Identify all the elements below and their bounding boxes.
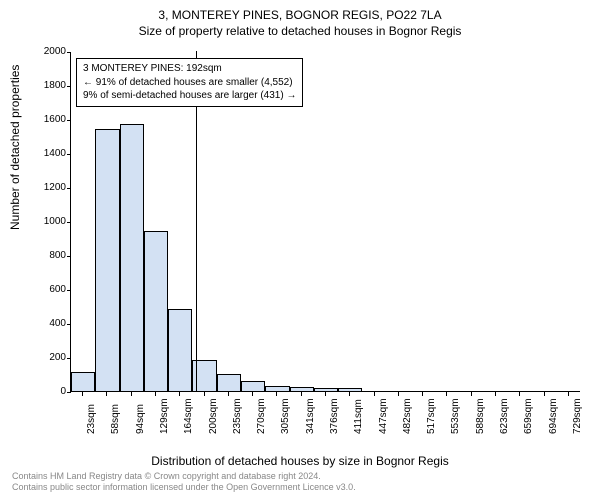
x-tick-label: 129sqm: [159, 398, 170, 434]
histogram-bar: [217, 374, 241, 391]
x-tick-label: 482sqm: [402, 398, 413, 434]
annotation-line: ← 91% of detached houses are smaller (4,…: [83, 76, 296, 90]
histogram-bar: [241, 381, 265, 391]
histogram-bar: [290, 387, 314, 391]
x-tick-mark: [276, 392, 277, 396]
x-tick-label: 517sqm: [426, 398, 437, 434]
histogram-bar: [120, 124, 144, 391]
x-tick-mark: [495, 392, 496, 396]
x-tick-mark: [82, 392, 83, 396]
x-tick-mark: [544, 392, 545, 396]
footer-line-1: Contains HM Land Registry data © Crown c…: [12, 471, 356, 483]
x-tick-mark: [204, 392, 205, 396]
y-axis-label: Number of detached properties: [8, 65, 22, 230]
x-tick-label: 341sqm: [305, 398, 316, 434]
x-tick-label: 270sqm: [256, 398, 267, 434]
x-tick-mark: [374, 392, 375, 396]
footer-attribution: Contains HM Land Registry data © Crown c…: [12, 471, 356, 494]
histogram-bar: [314, 388, 338, 391]
histogram-bar: [71, 372, 95, 391]
y-tick-mark: [67, 154, 71, 155]
y-tick-label: 1200: [26, 182, 66, 193]
x-tick-mark: [301, 392, 302, 396]
histogram-bar: [338, 388, 362, 391]
histogram-bar: [144, 231, 168, 391]
x-tick-label: 447sqm: [378, 398, 389, 434]
y-tick-mark: [67, 324, 71, 325]
x-tick-label: 94sqm: [135, 404, 146, 434]
y-tick-label: 800: [26, 250, 66, 261]
x-tick-label: 729sqm: [572, 398, 583, 434]
y-tick-mark: [67, 290, 71, 291]
chart-subtitle: Size of property relative to detached ho…: [0, 22, 600, 38]
x-axis-label: Distribution of detached houses by size …: [0, 454, 600, 468]
x-tick-label: 305sqm: [280, 398, 291, 434]
x-tick-label: 376sqm: [329, 398, 340, 434]
x-tick-mark: [155, 392, 156, 396]
x-tick-mark: [398, 392, 399, 396]
y-tick-label: 1000: [26, 216, 66, 227]
y-tick-label: 600: [26, 284, 66, 295]
x-tick-label: 200sqm: [208, 398, 219, 434]
x-tick-mark: [471, 392, 472, 396]
histogram-bar: [265, 386, 289, 391]
y-tick-mark: [67, 86, 71, 87]
x-tick-mark: [568, 392, 569, 396]
histogram-bar: [95, 129, 119, 391]
x-tick-mark: [131, 392, 132, 396]
y-tick-label: 400: [26, 318, 66, 329]
x-tick-label: 164sqm: [183, 398, 194, 434]
chart-title: 3, MONTEREY PINES, BOGNOR REGIS, PO22 7L…: [0, 0, 600, 22]
x-tick-label: 23sqm: [86, 404, 97, 434]
x-tick-mark: [252, 392, 253, 396]
footer-line-2: Contains public sector information licen…: [12, 482, 356, 494]
y-tick-label: 200: [26, 352, 66, 363]
x-tick-mark: [446, 392, 447, 396]
y-tick-mark: [67, 256, 71, 257]
y-tick-label: 1400: [26, 148, 66, 159]
chart-area: 3 MONTEREY PINES: 192sqm← 91% of detache…: [70, 52, 580, 412]
x-tick-label: 623sqm: [499, 398, 510, 434]
y-tick-mark: [67, 120, 71, 121]
annotation-line: 9% of semi-detached houses are larger (4…: [83, 89, 296, 103]
x-tick-mark: [325, 392, 326, 396]
x-tick-mark: [422, 392, 423, 396]
annotation-line: 3 MONTEREY PINES: 192sqm: [83, 62, 296, 76]
x-tick-mark: [106, 392, 107, 396]
x-tick-label: 694sqm: [548, 398, 559, 434]
x-tick-label: 58sqm: [110, 404, 121, 434]
x-tick-label: 553sqm: [450, 398, 461, 434]
x-tick-mark: [179, 392, 180, 396]
y-tick-label: 2000: [26, 46, 66, 57]
histogram-bar: [168, 309, 192, 391]
y-tick-mark: [67, 52, 71, 53]
y-tick-mark: [67, 392, 71, 393]
x-tick-mark: [228, 392, 229, 396]
x-tick-label: 659sqm: [523, 398, 534, 434]
y-tick-label: 1800: [26, 80, 66, 91]
y-tick-mark: [67, 222, 71, 223]
y-tick-mark: [67, 358, 71, 359]
x-tick-label: 588sqm: [475, 398, 486, 434]
annotation-box: 3 MONTEREY PINES: 192sqm← 91% of detache…: [76, 58, 303, 107]
x-tick-mark: [349, 392, 350, 396]
y-tick-mark: [67, 188, 71, 189]
x-tick-label: 411sqm: [353, 399, 364, 434]
x-tick-mark: [519, 392, 520, 396]
y-tick-label: 0: [26, 386, 66, 397]
y-tick-label: 1600: [26, 114, 66, 125]
x-tick-label: 235sqm: [232, 398, 243, 434]
